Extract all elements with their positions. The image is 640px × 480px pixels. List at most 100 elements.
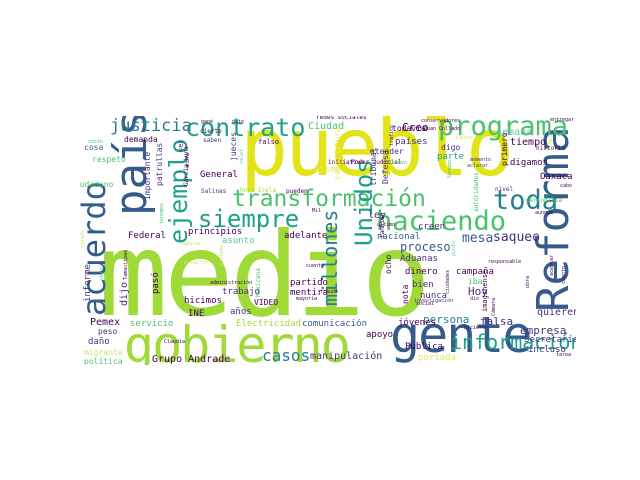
word-trabajo: trabajo — [222, 287, 260, 297]
word-camara: Cámara — [491, 297, 497, 316]
word-paises: países — [395, 137, 428, 147]
word-digamos: digamos — [510, 158, 548, 168]
word-reforma: Reforma — [528, 126, 576, 312]
word-cloud: medio pueblo gobierno gente Reforma país… — [80, 116, 576, 365]
word-programa: programa — [438, 116, 569, 142]
word-autoridades: autoridades — [473, 172, 480, 212]
word-primero: primero — [500, 132, 509, 166]
word-toda: toda — [493, 185, 559, 216]
word-investigacion: investigación — [414, 298, 454, 304]
word-candidatura: candidatura — [333, 127, 342, 180]
word-gente: gente — [390, 306, 533, 364]
word-historia: historia — [536, 145, 565, 152]
word-quieren: quieren — [537, 307, 576, 318]
word-aclarar: aclarar — [467, 163, 489, 169]
word-anos: años — [230, 307, 252, 317]
word-cuenta: cuenta — [306, 263, 325, 269]
word-incluso: incluso — [528, 345, 566, 355]
word-persona: persona — [423, 313, 470, 326]
word-nota: nota — [401, 284, 410, 304]
word-ciudad: Ciudad — [308, 121, 345, 132]
word-video: VIDEO — [254, 298, 279, 307]
word-primeros: primeros — [184, 260, 209, 266]
word-secretaria: Secretaría — [524, 335, 576, 345]
word-aduanas: Aduanas — [400, 254, 438, 264]
word-nunca: nunca — [420, 291, 448, 301]
word-informacion: información — [450, 330, 576, 354]
word-iniciativa: iniciativa — [328, 159, 365, 166]
word-tribunal: tribunal — [369, 147, 378, 186]
word-portada: portada — [418, 353, 456, 363]
word-principios: principios — [188, 227, 243, 237]
word-comunicacion: comunicación — [302, 319, 368, 329]
word-falso: falso — [258, 138, 280, 146]
word-tarea: tarea — [556, 352, 572, 358]
word-atender: atender — [370, 147, 404, 156]
word-cierto: cierto — [200, 128, 222, 135]
word-ciudades: ciudades — [445, 269, 451, 294]
word-creen: creen — [418, 222, 446, 232]
word-estado: estado — [80, 229, 86, 248]
word-periodista: periodista — [526, 197, 563, 204]
word-mentira: mentira — [290, 288, 328, 298]
word-dato: dato — [232, 119, 245, 125]
word-sistema: sistema — [219, 244, 225, 266]
word-saben: saben — [203, 137, 222, 144]
word-imaginense: imagínense — [481, 269, 489, 312]
word-manipulacion: manipulación — [310, 351, 383, 362]
word-saqueo: saqueo — [493, 230, 540, 245]
word-semana: semana — [496, 127, 533, 138]
word-aunque: aunque — [535, 210, 554, 216]
word-mayoria: mayoría — [296, 296, 318, 302]
word-defensa: Defensa — [381, 150, 390, 184]
word-nuevo: nuevo — [392, 160, 408, 166]
word-iba: iba — [468, 277, 483, 286]
word-tenemos: tenemos — [159, 202, 165, 224]
word-pase: pasó — [151, 272, 161, 294]
word-responsable: responsable — [488, 259, 522, 265]
word-dijo: dijo — [119, 281, 130, 306]
word-ahora: ahora — [185, 152, 191, 168]
word-federal: Federal — [128, 231, 166, 241]
word-nacional: nacional — [377, 232, 421, 242]
word-ciento: ciento — [561, 265, 567, 284]
word-servicio: servicio — [130, 319, 174, 329]
word-mesa: mesa — [462, 231, 494, 246]
word-empresa: empresa — [520, 324, 567, 337]
word-conservadores: conservadores — [421, 118, 461, 124]
word-costo: costo — [88, 139, 104, 145]
word-haciendo: haciendo — [376, 206, 507, 237]
word-ciudadano: ciudadano — [80, 180, 114, 189]
word-menos: menos — [80, 116, 95, 118]
word-patrullas: patrullas — [155, 142, 164, 186]
word-ocho: ocho — [384, 254, 393, 274]
word-oaxaca: Oaxaca — [540, 172, 573, 182]
word-digo: digo — [441, 143, 461, 152]
word-demanda: demanda — [124, 135, 158, 144]
word-salinas: Salinas — [201, 188, 227, 195]
word-redes-sociales: redes sociales — [316, 116, 367, 121]
word-administracion: administración — [210, 280, 253, 286]
word-hicieron: hicieron — [464, 325, 489, 331]
word-obra: obra — [525, 275, 531, 288]
word-respeto: respeto — [92, 155, 126, 164]
word-social: social — [416, 301, 435, 307]
word-gobierno: gobierno — [124, 316, 351, 365]
word-rosa-icela: Rosa Icela — [240, 187, 277, 194]
word-partido: partido — [290, 278, 328, 288]
word-senado: Senado — [447, 159, 453, 178]
word-politica: política — [84, 357, 123, 366]
word-cabo: cabo — [560, 183, 573, 189]
word-nivel: nivel — [495, 186, 514, 193]
word-dio: dio — [470, 296, 480, 302]
word-tamaulipas: Tamaulipas — [123, 249, 129, 280]
word-tambien: también — [379, 212, 386, 238]
word-tiempo: tiempo — [510, 137, 547, 148]
word-informe: informe — [83, 264, 93, 302]
word-cosa: cosa — [84, 143, 104, 152]
word-hoy: Hoy — [468, 285, 488, 298]
word-bien: bien — [412, 280, 434, 290]
word-mismo: mismo — [314, 165, 342, 175]
word-migrante: migrante — [84, 348, 123, 357]
word-apoyo: apoyo — [366, 330, 394, 340]
